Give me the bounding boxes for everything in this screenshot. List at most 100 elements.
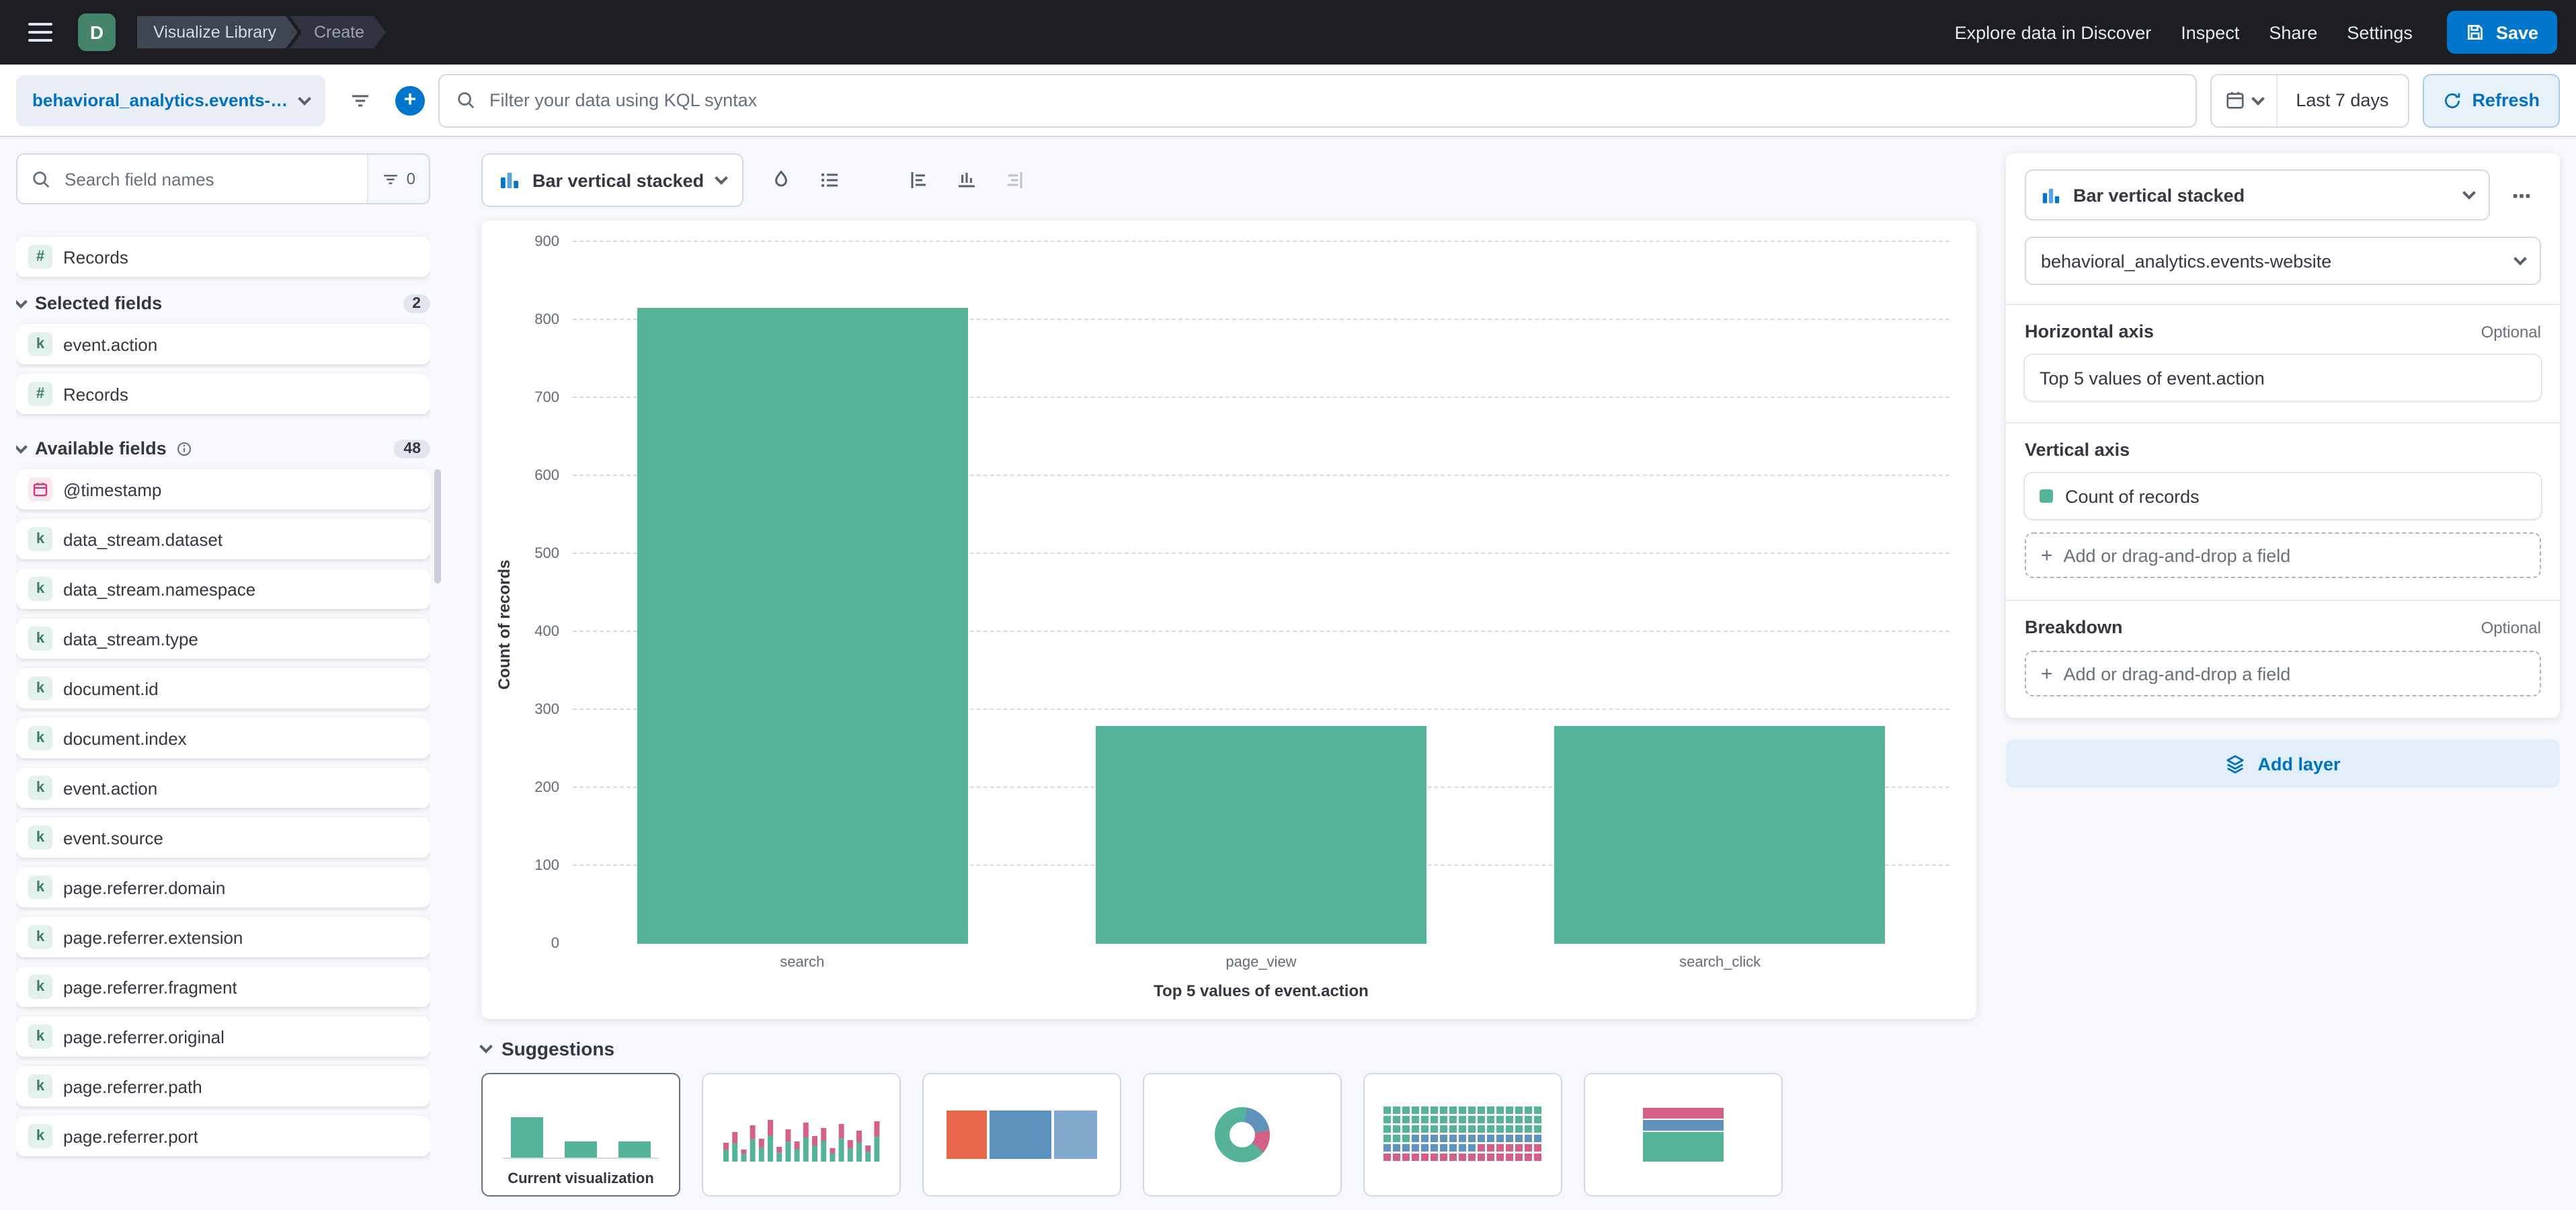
field-search-input[interactable]: [62, 167, 354, 190]
selected-fields-list: k event.action # Records: [16, 324, 430, 414]
left-axis-button[interactable]: [896, 159, 939, 202]
current-visualization-label: Current visualization: [508, 1171, 654, 1187]
y-tick-label: 600: [534, 468, 559, 484]
kql-input[interactable]: [487, 89, 2179, 112]
field-item[interactable]: k page.referrer.path: [16, 1066, 430, 1106]
field-item[interactable]: k page.referrer.port: [16, 1116, 430, 1156]
vertical-axis-add-label: Add or drag-and-drop a field: [2063, 545, 2291, 565]
suggestion-histogram-icon: [723, 1120, 880, 1162]
refresh-button[interactable]: Refresh: [2422, 73, 2560, 127]
plus-icon: +: [2041, 544, 2053, 567]
field-item[interactable]: @timestamp: [16, 469, 430, 510]
right-axis-icon: [1007, 172, 1022, 188]
vertical-axis-add-field[interactable]: + Add or drag-and-drop a field: [2025, 532, 2541, 578]
vertical-axis-dimension[interactable]: Count of records: [2025, 473, 2541, 519]
field-item[interactable]: k document.id: [16, 668, 430, 709]
info-icon[interactable]: [176, 440, 192, 456]
suggestion-waffle[interactable]: [1363, 1073, 1562, 1197]
field-item[interactable]: k page.referrer.domain: [16, 867, 430, 908]
field-item[interactable]: k event.source: [16, 817, 430, 858]
suggestion-current-visualization[interactable]: Current visualization: [481, 1073, 680, 1197]
keyword-field-icon: k: [28, 577, 52, 601]
search-icon: [458, 92, 475, 109]
legend-button[interactable]: [807, 159, 850, 202]
nav-link-inspect[interactable]: Inspect: [2181, 22, 2240, 42]
field-item[interactable]: k page.referrer.original: [16, 1016, 430, 1057]
nav-link-explore-data-in-discover[interactable]: Explore data in Discover: [1954, 22, 2152, 42]
keyword-field-icon: k: [28, 875, 52, 899]
add-layer-button[interactable]: Add layer: [2006, 739, 2560, 788]
field-item-records[interactable]: # Records: [16, 237, 430, 277]
layer-actions-button[interactable]: [2501, 175, 2541, 215]
save-button[interactable]: Save: [2447, 11, 2557, 54]
data-view-label: behavioral_analytics.events-web...: [32, 90, 289, 110]
data-view-picker[interactable]: behavioral_analytics.events-web...: [16, 75, 325, 126]
bars: [573, 242, 1949, 944]
date-field-icon: [33, 483, 48, 497]
filter-icon: [384, 174, 398, 184]
suggestions-header[interactable]: Suggestions: [479, 1038, 1976, 1059]
suggestion-stacked-bar[interactable]: [1584, 1073, 1783, 1197]
breakdown-add-field[interactable]: + Add or drag-and-drop a field: [2025, 651, 2541, 696]
suggestions-row: Current visualization: [481, 1073, 1976, 1197]
space-avatar[interactable]: D: [78, 13, 116, 51]
refresh-icon: [2444, 92, 2460, 108]
field-item[interactable]: # Records: [16, 374, 430, 414]
chart-panel: Count of records 0 100 200 300 400 500 600 700 8…: [481, 220, 1976, 1019]
add-layer-label: Add layer: [2257, 754, 2341, 774]
bottom-axis-button[interactable]: [944, 159, 988, 202]
bar-chart-icon: [2042, 188, 2060, 203]
suggestion-stacked-bar-icon: [1643, 1108, 1724, 1162]
field-item[interactable]: k event.action: [16, 768, 430, 808]
horizontal-axis-section: Horizontal axis Optional Top 5 values of…: [2006, 304, 2560, 422]
nav-link-settings[interactable]: Settings: [2347, 22, 2413, 42]
gridline: [573, 709, 1949, 710]
layer-chart-type-dropdown[interactable]: Bar vertical stacked: [2025, 169, 2490, 220]
suggestion-histogram[interactable]: [702, 1073, 901, 1197]
chevron-down-icon: [16, 294, 28, 308]
field-name: page.referrer.port: [63, 1126, 198, 1146]
available-fields-list: @timestamp k data_stream.dataset k data_stre…: [16, 469, 430, 1156]
date-picker: Last 7 days: [2210, 73, 2409, 127]
menu-icon[interactable]: [19, 11, 62, 54]
bar-search_click[interactable]: [1554, 725, 1886, 944]
suggestion-donut[interactable]: [1143, 1073, 1342, 1197]
bar-chart: Count of records 0 100 200 300 400 500 600 700 8…: [495, 234, 1949, 1008]
sidebar-scrollbar[interactable]: [434, 469, 441, 583]
app-header: D Visualize Library Create Explore data …: [0, 0, 2576, 65]
gridline: [573, 475, 1949, 476]
selected-fields-header[interactable]: Selected fields 2: [16, 293, 430, 313]
filter-button[interactable]: [339, 79, 382, 122]
field-name: event.action: [63, 778, 158, 798]
available-fields-header[interactable]: Available fields 48: [16, 438, 430, 458]
visual-options-button[interactable]: [759, 159, 802, 202]
suggestion-treemap[interactable]: [922, 1073, 1121, 1197]
field-item[interactable]: k data_stream.dataset: [16, 519, 430, 559]
vertical-axis-label: Vertical axis: [2025, 440, 2130, 460]
field-filter-button[interactable]: 0: [367, 155, 429, 203]
query-bar: behavioral_analytics.events-web... + Las…: [0, 65, 2576, 137]
layer-data-view-dropdown[interactable]: behavioral_analytics.events-website: [2025, 237, 2541, 285]
horizontal-axis-label: Horizontal axis: [2025, 321, 2155, 341]
date-picker-calendar-button[interactable]: [2211, 75, 2278, 126]
field-item[interactable]: k page.referrer.extension: [16, 917, 430, 957]
field-item[interactable]: k page.referrer.fragment: [16, 967, 430, 1007]
add-filter-button[interactable]: +: [395, 85, 425, 115]
search-icon: [33, 171, 50, 188]
time-range-button[interactable]: Last 7 days: [2296, 90, 2389, 110]
field-item[interactable]: k data_stream.type: [16, 618, 430, 659]
field-item[interactable]: k data_stream.namespace: [16, 569, 430, 609]
x-axis-ticks: search page_view search_click: [573, 944, 1949, 971]
bar-page_view[interactable]: [1096, 725, 1426, 944]
chart-type-dropdown[interactable]: Bar vertical stacked: [481, 153, 743, 207]
bar-search[interactable]: [637, 308, 968, 944]
nav-link-share[interactable]: Share: [2269, 22, 2318, 42]
field-name: data_stream.dataset: [63, 529, 223, 549]
breadcrumb-visualize-library[interactable]: Visualize Library: [137, 16, 298, 48]
kql-query-bar[interactable]: [438, 73, 2197, 127]
keyword-field-icon: k: [28, 1024, 52, 1049]
horizontal-axis-dimension[interactable]: Top 5 values of event.action: [2025, 355, 2541, 401]
field-item[interactable]: k event.action: [16, 324, 430, 364]
breakdown-optional: Optional: [2481, 618, 2541, 637]
field-item[interactable]: k document.index: [16, 718, 430, 758]
